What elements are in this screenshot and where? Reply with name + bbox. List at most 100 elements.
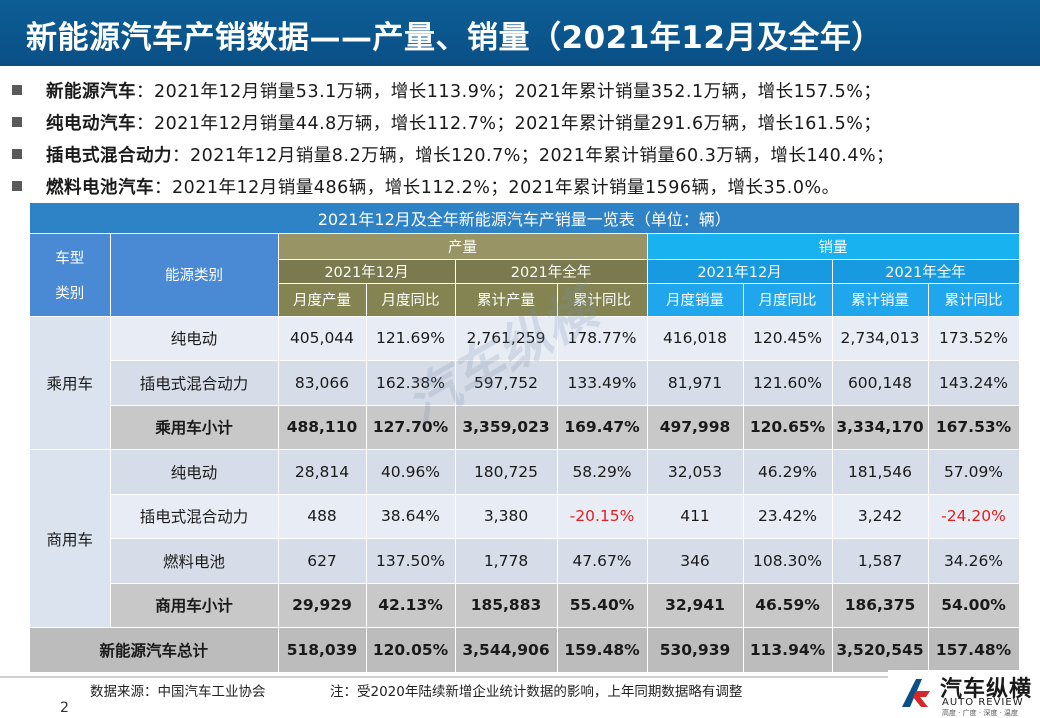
- bullet-square-icon: [12, 85, 22, 95]
- energy-cell: 乘用车小计: [110, 405, 279, 450]
- value-cell: 143.24%: [928, 360, 1020, 406]
- header-col: 累计同比: [928, 283, 1020, 317]
- header-row: 月度产量 月度同比 累计产量 累计同比 月度销量 月度同比 累计销量 累计同比: [30, 283, 1020, 317]
- value-cell: 46.59%: [743, 583, 833, 628]
- header-prod-dec: 2021年12月: [278, 259, 456, 284]
- total-value-cell: 113.94%: [743, 627, 833, 673]
- table-row: 乘用车小计 488,110 127.70% 3,359,023 169.47% 497,9…: [30, 405, 1020, 450]
- value-cell: 488,110: [278, 405, 367, 450]
- value-cell: 28,814: [278, 449, 367, 495]
- value-cell: 411: [647, 494, 744, 539]
- value-cell: 3,242: [832, 494, 929, 539]
- value-cell: 1,587: [832, 538, 929, 584]
- total-value-cell: 3,544,906: [455, 627, 558, 673]
- energy-cell: 燃料电池: [110, 538, 279, 584]
- bullet-square-icon: [12, 181, 22, 191]
- total-value-cell: 530,939: [647, 627, 744, 673]
- header-production: 产量: [278, 233, 648, 260]
- table-row: 插电式混合动力 488 38.64% 3,380 -20.15% 411 23.42% 3,2…: [30, 494, 1020, 539]
- brand-logo: 汽车纵横 AUTO REVIEW 高度 · 广度 · 深度 · 温度: [888, 670, 1040, 718]
- table-row-total: 新能源汽车总计 518,039 120.05% 3,544,906 159.48% 530…: [30, 627, 1020, 673]
- value-cell: 54.00%: [928, 583, 1020, 628]
- group-commercial: 商用车: [30, 449, 111, 628]
- total-label: 新能源汽车总计: [30, 627, 279, 673]
- value-cell: 137.50%: [366, 538, 456, 584]
- header-col: 月度销量: [647, 283, 744, 317]
- value-cell: 173.52%: [928, 316, 1020, 361]
- bullet-item: 纯电动汽车 ：2021年12月销量44.8万辆，增长112.7%；2021年累计…: [12, 106, 1032, 138]
- value-cell: 185,883: [455, 583, 558, 628]
- total-value-cell: 159.48%: [557, 627, 648, 673]
- data-table-container: 2021年12月及全年新能源汽车产销量一览表（单位：辆） 车型 类别 能源类别 …: [30, 203, 1020, 673]
- bullet-text: ：2021年12月销量53.1万辆，增长113.9%；2021年累计销量352.…: [136, 81, 882, 102]
- energy-cell: 插电式混合动力: [110, 360, 279, 406]
- value-cell: 3,359,023: [455, 405, 558, 450]
- value-cell: 416,018: [647, 316, 744, 361]
- value-cell: 29,929: [278, 583, 367, 628]
- bullet-item: 燃料电池汽车 ：2021年12月销量486辆，增长112.2%；2021年累计销…: [12, 170, 1032, 202]
- bullet-text: ：2021年12月销量486辆，增长112.2%；2021年累计销量1596辆，…: [154, 177, 840, 198]
- production-sales-table: 2021年12月及全年新能源汽车产销量一览表（单位：辆） 车型 类别 能源类别 …: [30, 203, 1020, 673]
- value-cell: 40.96%: [366, 449, 456, 495]
- header-row: 车型 类别 能源类别 产量 销量: [30, 233, 1020, 317]
- logo-name: 汽车纵横: [940, 677, 1033, 702]
- value-cell: 1,778: [455, 538, 558, 584]
- value-cell: 3,334,170: [832, 405, 929, 450]
- value-cell: 597,752: [455, 360, 558, 406]
- group-passenger: 乘用车: [30, 316, 111, 450]
- value-cell: 55.40%: [557, 583, 648, 628]
- value-cell: 127.70%: [366, 405, 456, 450]
- value-cell: -20.15%: [557, 494, 648, 539]
- bullet-square-icon: [12, 117, 22, 127]
- bullet-item: 新能源汽车 ：2021年12月销量53.1万辆，增长113.9%；2021年累计…: [12, 74, 1032, 106]
- value-cell: 23.42%: [743, 494, 833, 539]
- table-caption: 2021年12月及全年新能源汽车产销量一览表（单位：辆）: [30, 203, 1020, 234]
- value-cell: 186,375: [832, 583, 929, 628]
- header-col: 月度同比: [366, 283, 456, 317]
- value-cell: 2,734,013: [832, 316, 929, 361]
- bullet-text: ：2021年12月销量44.8万辆，增长112.7%；2021年累计销量291.…: [136, 113, 882, 134]
- total-value-cell: 120.05%: [366, 627, 456, 673]
- header-col: 累计销量: [832, 283, 929, 317]
- table-row: 乘用车 纯电动 405,044 121.69% 2,761,259 178.77% 416,…: [30, 316, 1020, 450]
- energy-cell: 纯电动: [110, 316, 279, 361]
- footnote: 注：受2020年陆续新增企业统计数据的影响，上年同期数据略有调整: [330, 684, 743, 700]
- value-cell: 32,053: [647, 449, 744, 495]
- value-cell: 47.67%: [557, 538, 648, 584]
- bullet-square-icon: [12, 149, 22, 159]
- value-cell: 42.13%: [366, 583, 456, 628]
- value-cell: 121.69%: [366, 316, 456, 361]
- bullet-label: 燃料电池汽车: [46, 177, 154, 198]
- footer-divider: [0, 676, 1040, 678]
- value-cell: 121.60%: [743, 360, 833, 406]
- header-col: 月度产量: [278, 283, 367, 317]
- value-cell: 83,066: [278, 360, 367, 406]
- table-row: 商用车 纯电动 28,814 40.96% 180,725 58.29% 32,053 46.…: [30, 449, 1020, 628]
- value-cell: 488: [278, 494, 367, 539]
- value-cell: 81,971: [647, 360, 744, 406]
- header-vehicle-type: 车型 类别: [30, 233, 111, 317]
- header-col: 累计产量: [455, 283, 558, 317]
- header-sales: 销量: [647, 233, 1020, 260]
- energy-cell: 插电式混合动力: [110, 494, 279, 539]
- value-cell: 181,546: [832, 449, 929, 495]
- table-row: 商用车小计 29,929 42.13% 185,883 55.40% 32,941 46.5…: [30, 583, 1020, 628]
- value-cell: 178.77%: [557, 316, 648, 361]
- table-body: 乘用车 纯电动 405,044 121.69% 2,761,259 178.77% 416,…: [30, 316, 1020, 673]
- value-cell: 167.53%: [928, 405, 1020, 450]
- total-value-cell: 518,039: [278, 627, 367, 673]
- table-row: 插电式混合动力 83,066 162.38% 597,752 133.49% 81,971…: [30, 360, 1020, 406]
- value-cell: 120.65%: [743, 405, 833, 450]
- value-cell: 108.30%: [743, 538, 833, 584]
- value-cell: 497,998: [647, 405, 744, 450]
- value-cell: 169.47%: [557, 405, 648, 450]
- bullet-label: 插电式混合动力: [46, 145, 172, 166]
- header-prod-year: 2021年全年: [455, 259, 648, 284]
- value-cell: 32,941: [647, 583, 744, 628]
- header-type-line1: 车型: [55, 250, 85, 267]
- value-cell: 346: [647, 538, 744, 584]
- value-cell: 34.26%: [928, 538, 1020, 584]
- bullet-label: 纯电动汽车: [46, 113, 136, 134]
- value-cell: 58.29%: [557, 449, 648, 495]
- header-sales-year: 2021年全年: [832, 259, 1020, 284]
